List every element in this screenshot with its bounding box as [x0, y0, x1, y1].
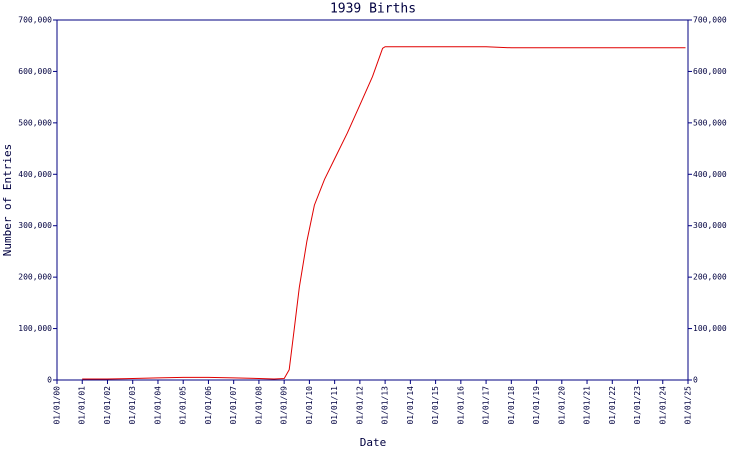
x-tick-label: 01/01/12	[355, 386, 364, 425]
y-tick-label: 200,000	[18, 273, 52, 282]
y2-tick-label: 300,000	[693, 221, 727, 230]
x-tick-label: 01/01/04	[153, 386, 162, 425]
y2-tick-label: 100,000	[693, 324, 727, 333]
x-tick-label: 01/01/10	[305, 386, 314, 425]
x-tick-label: 01/01/21	[583, 386, 592, 425]
y2-tick-label: 700,000	[693, 16, 727, 25]
y-tick-label: 600,000	[18, 67, 52, 76]
x-tick-label: 01/01/16	[456, 386, 465, 425]
x-tick-label: 01/01/08	[254, 386, 263, 425]
y-tick-label: 300,000	[18, 221, 52, 230]
x-tick-label: 01/01/06	[204, 386, 213, 425]
x-tick-label: 01/01/18	[507, 386, 516, 425]
y-tick-label: 400,000	[18, 170, 52, 179]
x-tick-label: 01/01/05	[179, 386, 188, 425]
x-tick-label: 01/01/15	[431, 386, 440, 425]
x-tick-label: 01/01/09	[280, 386, 289, 425]
y-tick-label: 100,000	[18, 324, 52, 333]
y2-tick-label: 600,000	[693, 67, 727, 76]
y-tick-label: 700,000	[18, 16, 52, 25]
x-tick-label: 01/01/20	[557, 386, 566, 425]
y-tick-label: 500,000	[18, 118, 52, 127]
x-tick-label: 01/01/17	[482, 386, 491, 425]
y-tick-label: 0	[47, 376, 52, 385]
x-tick-label: 01/01/25	[684, 386, 693, 425]
x-axis-label: Date	[360, 436, 387, 449]
x-tick-label: 01/01/22	[608, 386, 617, 425]
x-tick-label: 01/01/13	[381, 386, 390, 425]
y-axis-label: Number of Entries	[1, 144, 14, 257]
x-tick-label: 01/01/03	[128, 386, 137, 425]
data-line	[82, 46, 686, 380]
chart-title: 1939 Births	[330, 2, 416, 17]
y2-tick-label: 400,000	[693, 170, 727, 179]
x-tick-label: 01/01/01	[78, 386, 87, 425]
x-tick-label: 01/01/24	[658, 386, 667, 425]
x-tick-label: 01/01/02	[103, 386, 112, 425]
y2-tick-label: 500,000	[693, 118, 727, 127]
x-tick-label: 01/01/00	[53, 386, 62, 425]
x-tick-label: 01/01/11	[330, 386, 339, 425]
y2-tick-label: 0	[693, 376, 698, 385]
x-tick-label: 01/01/07	[229, 386, 238, 425]
x-tick-label: 01/01/14	[406, 386, 415, 425]
x-tick-label: 01/01/23	[633, 386, 642, 425]
x-tick-label: 01/01/19	[532, 386, 541, 425]
y2-tick-label: 200,000	[693, 273, 727, 282]
